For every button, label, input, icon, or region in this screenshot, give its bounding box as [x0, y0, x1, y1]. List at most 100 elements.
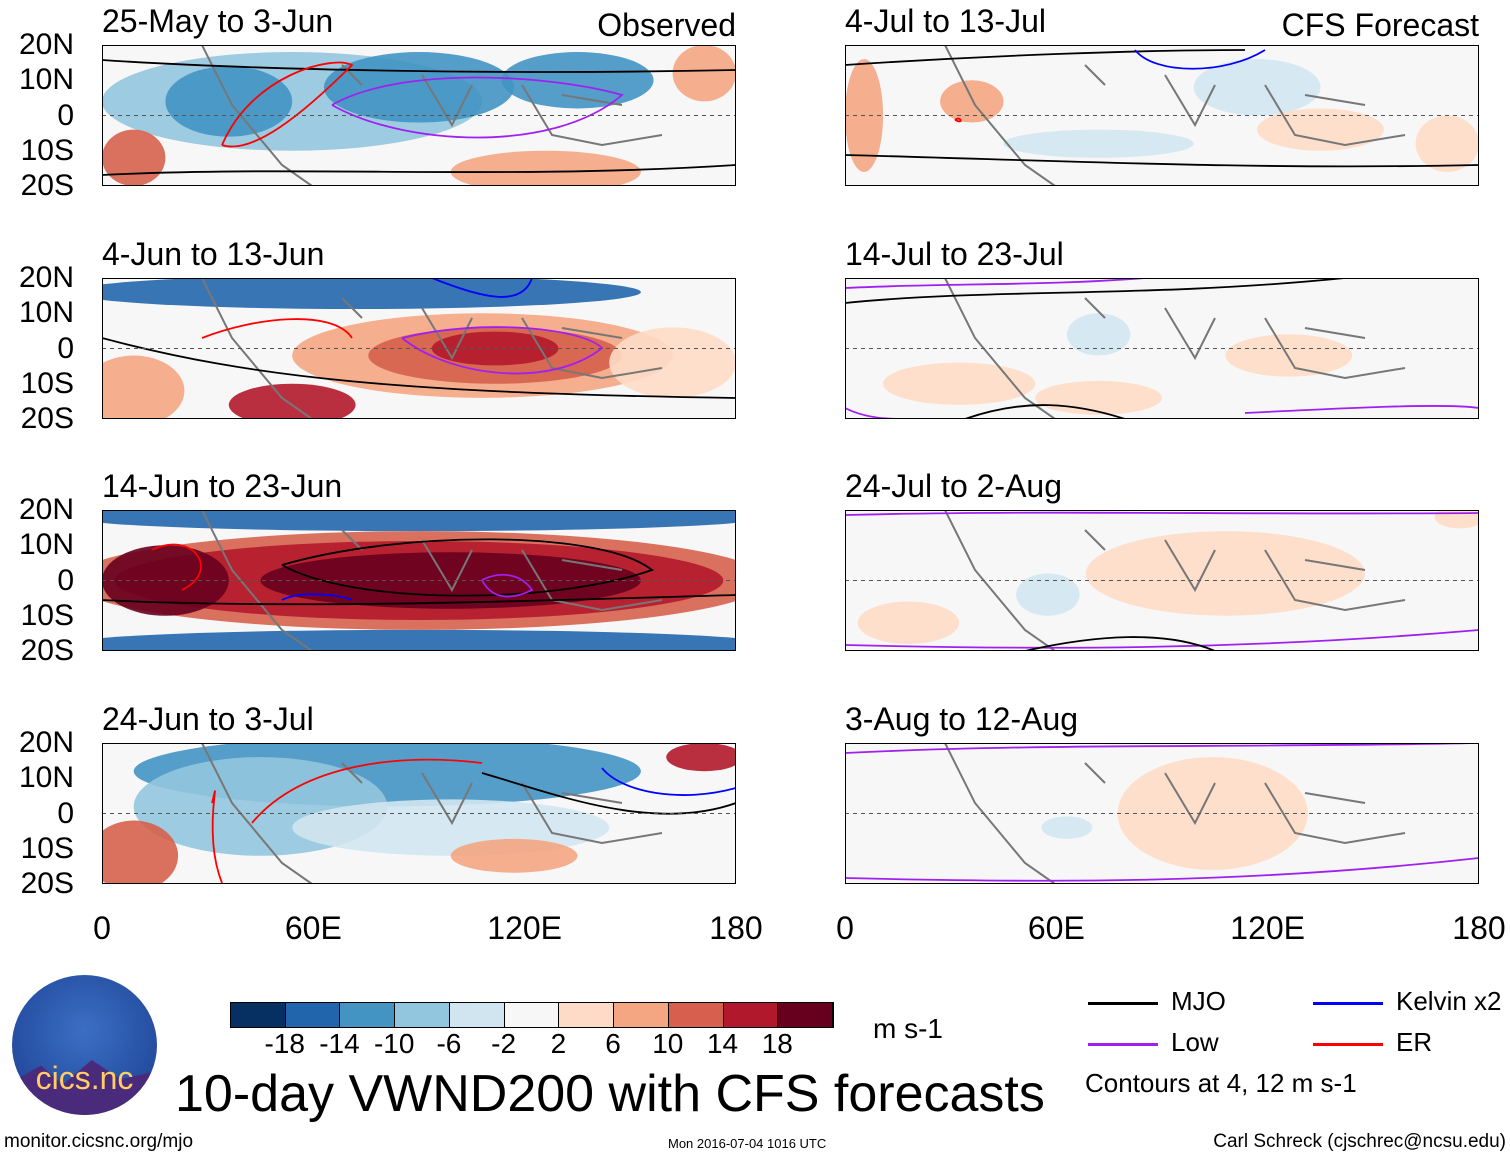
anomaly-region: [102, 278, 641, 310]
footer-timestamp: Mon 2016-07-04 1016 UTC: [668, 1136, 827, 1151]
contour-line: [281, 593, 353, 601]
colorbar-tick: -10: [373, 1028, 415, 1059]
anomaly-region: [102, 545, 229, 616]
colorbar-swatch: [504, 1003, 560, 1027]
colorbar-swatch: [723, 1003, 779, 1027]
colorbar-swatch: [285, 1003, 341, 1027]
coastline: [201, 743, 663, 884]
panel-title: 14-Jun to 23-Jun: [102, 468, 343, 504]
panel-title: 24-Jun to 3-Jul: [102, 701, 314, 737]
anomaly-region: [1085, 531, 1365, 616]
colorbar-tick: 18: [761, 1028, 793, 1059]
colorbar-swatch: [668, 1003, 724, 1027]
coastline: [201, 278, 663, 419]
y-tick-label: 20S: [20, 402, 74, 435]
coastline: [201, 510, 663, 651]
anomaly-region: [450, 150, 641, 186]
contour-line: [964, 404, 1126, 419]
x-tick-label: 120E: [487, 910, 563, 946]
contour-line: [481, 772, 736, 815]
panel-title: 4-Jul to 13-Jul: [845, 3, 1046, 39]
legend-line: [1088, 1002, 1158, 1005]
panel-tag: Observed: [597, 7, 736, 43]
contour-line: [845, 511, 1479, 516]
colorbar-swatch: [614, 1003, 669, 1027]
anomaly-region: [1257, 108, 1384, 151]
footer-url: monitor.cicsnc.org/mjo: [4, 1131, 194, 1152]
y-tick-label: 10S: [20, 133, 74, 167]
contour-line: [481, 573, 534, 598]
x-tick-label: 120E: [1230, 910, 1306, 946]
anomaly-region: [1003, 129, 1194, 158]
x-tick-label: 60E: [1027, 910, 1085, 946]
anomaly-region: [102, 629, 736, 651]
y-tick-label: 10N: [18, 296, 74, 330]
colorbar-tick: -2: [491, 1028, 517, 1059]
panel-title: 14-Jul to 23-Jul: [845, 236, 1064, 272]
colorbar-tick: 6: [605, 1028, 621, 1059]
panel-tag: CFS Forecast: [1281, 7, 1479, 43]
anomaly-region: [1415, 115, 1479, 172]
y-tick-label: 20N: [18, 261, 74, 294]
y-tick-label: 0: [57, 331, 74, 365]
map-panel: [845, 45, 1479, 186]
contour-line: [201, 318, 353, 339]
contour-line: [251, 758, 483, 824]
y-tick-label: 10N: [18, 761, 74, 795]
anomaly-region: [1035, 380, 1162, 415]
anomaly-region: [1016, 573, 1080, 616]
panel-title: 24-Jul to 2-Aug: [845, 468, 1063, 504]
y-tick-label: 10S: [20, 831, 74, 865]
anomaly-region: [1041, 816, 1093, 839]
contour-line: [211, 790, 223, 884]
anomaly-region: [102, 355, 185, 419]
anomaly-region: [609, 327, 736, 398]
contour-line: [102, 594, 736, 606]
colorbar-tick: -6: [436, 1028, 462, 1059]
contour-line: [151, 543, 202, 591]
map-panel: [845, 510, 1479, 651]
x-tick-label: 180: [709, 910, 763, 946]
contour-line: [1024, 636, 1216, 651]
coastline: [944, 510, 1406, 651]
contour-line: [331, 76, 624, 139]
contour-line: [281, 538, 654, 597]
colorbar-swatch: [778, 1003, 834, 1027]
contour-line: [954, 117, 962, 123]
contour-line: [102, 59, 736, 73]
anomaly-region: [102, 510, 736, 532]
y-tick-label: 20N: [18, 726, 74, 759]
x-tick-label: 0: [836, 910, 854, 946]
anomaly-region: [450, 838, 578, 873]
anomaly-region: [857, 601, 960, 644]
colorbar-tick: 2: [550, 1028, 567, 1059]
colorbar-units: m s-1: [873, 1013, 943, 1044]
anomaly-region: [165, 66, 293, 137]
y-tick-label: 0: [57, 98, 74, 132]
colorbar-swatch: [231, 1003, 286, 1027]
contour-line: [1244, 405, 1479, 414]
map-panel: [102, 278, 736, 419]
map-panel: [845, 278, 1479, 419]
logo: cics.nc: [12, 975, 157, 1115]
colorbar: [230, 1002, 834, 1028]
legend-label: MJO: [1171, 986, 1226, 1016]
coastline: [944, 278, 1406, 419]
legend-label: Kelvin x2: [1396, 986, 1502, 1016]
logo-text: cics.nc: [35, 1060, 134, 1096]
contour-line: [845, 629, 1479, 649]
anomaly-region: [102, 820, 179, 884]
map-panel: [102, 45, 736, 186]
y-tick-label: 10S: [20, 366, 74, 400]
y-tick-label: 20N: [18, 493, 74, 526]
map-panel: [102, 510, 736, 651]
y-tick-label: 10N: [18, 528, 74, 562]
contour-line: [601, 767, 736, 796]
y-tick-label: 20S: [20, 169, 74, 202]
anomaly-region: [323, 52, 515, 123]
contour-line: [1134, 49, 1266, 70]
x-tick-label: 180: [1452, 910, 1506, 946]
anomaly-region: [1193, 59, 1321, 116]
anomaly-region: [940, 80, 1004, 123]
anomaly-region: [672, 45, 736, 102]
